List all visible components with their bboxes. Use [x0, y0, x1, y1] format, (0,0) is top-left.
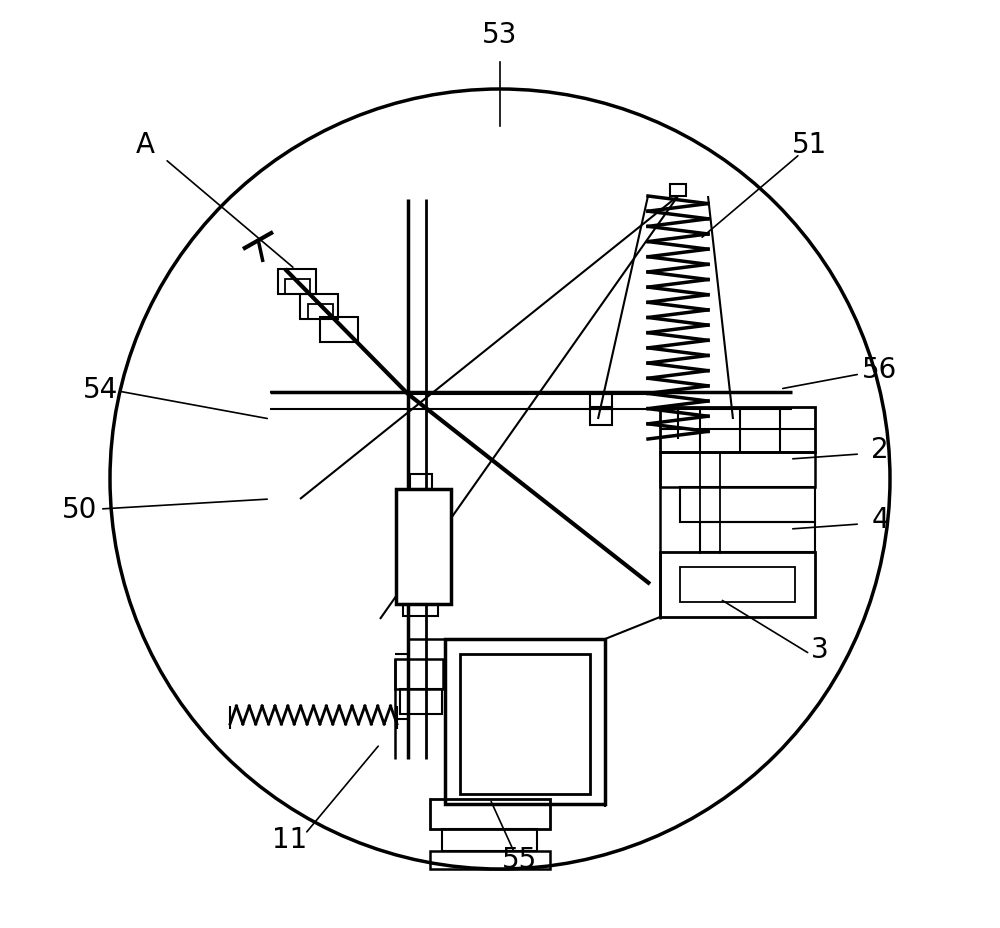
Bar: [445, 639, 605, 805]
Bar: [590, 394, 612, 409]
Text: 11: 11: [272, 825, 308, 853]
Bar: [700, 522, 815, 552]
Bar: [320, 317, 358, 342]
Bar: [395, 659, 443, 690]
Bar: [278, 270, 316, 295]
Text: 3: 3: [811, 636, 829, 664]
Bar: [660, 407, 815, 453]
Bar: [590, 407, 612, 426]
Bar: [680, 487, 815, 522]
Text: 55: 55: [502, 845, 538, 873]
Bar: [300, 295, 338, 319]
Bar: [396, 489, 451, 604]
Text: 56: 56: [862, 355, 898, 383]
Text: 4: 4: [871, 506, 889, 534]
Text: 54: 54: [82, 376, 118, 404]
Bar: [660, 552, 815, 617]
Bar: [410, 474, 432, 489]
Bar: [460, 654, 590, 794]
Text: A: A: [136, 131, 155, 159]
Bar: [670, 185, 686, 197]
Bar: [680, 567, 795, 602]
Bar: [442, 829, 537, 851]
Bar: [430, 799, 550, 829]
Text: 53: 53: [482, 21, 518, 49]
Bar: [308, 304, 333, 319]
Bar: [403, 604, 438, 616]
Bar: [430, 851, 550, 869]
Text: 50: 50: [62, 496, 98, 523]
Bar: [285, 279, 310, 295]
Bar: [660, 453, 815, 487]
Text: 2: 2: [871, 435, 889, 463]
Bar: [400, 690, 442, 715]
Text: 51: 51: [792, 131, 828, 159]
